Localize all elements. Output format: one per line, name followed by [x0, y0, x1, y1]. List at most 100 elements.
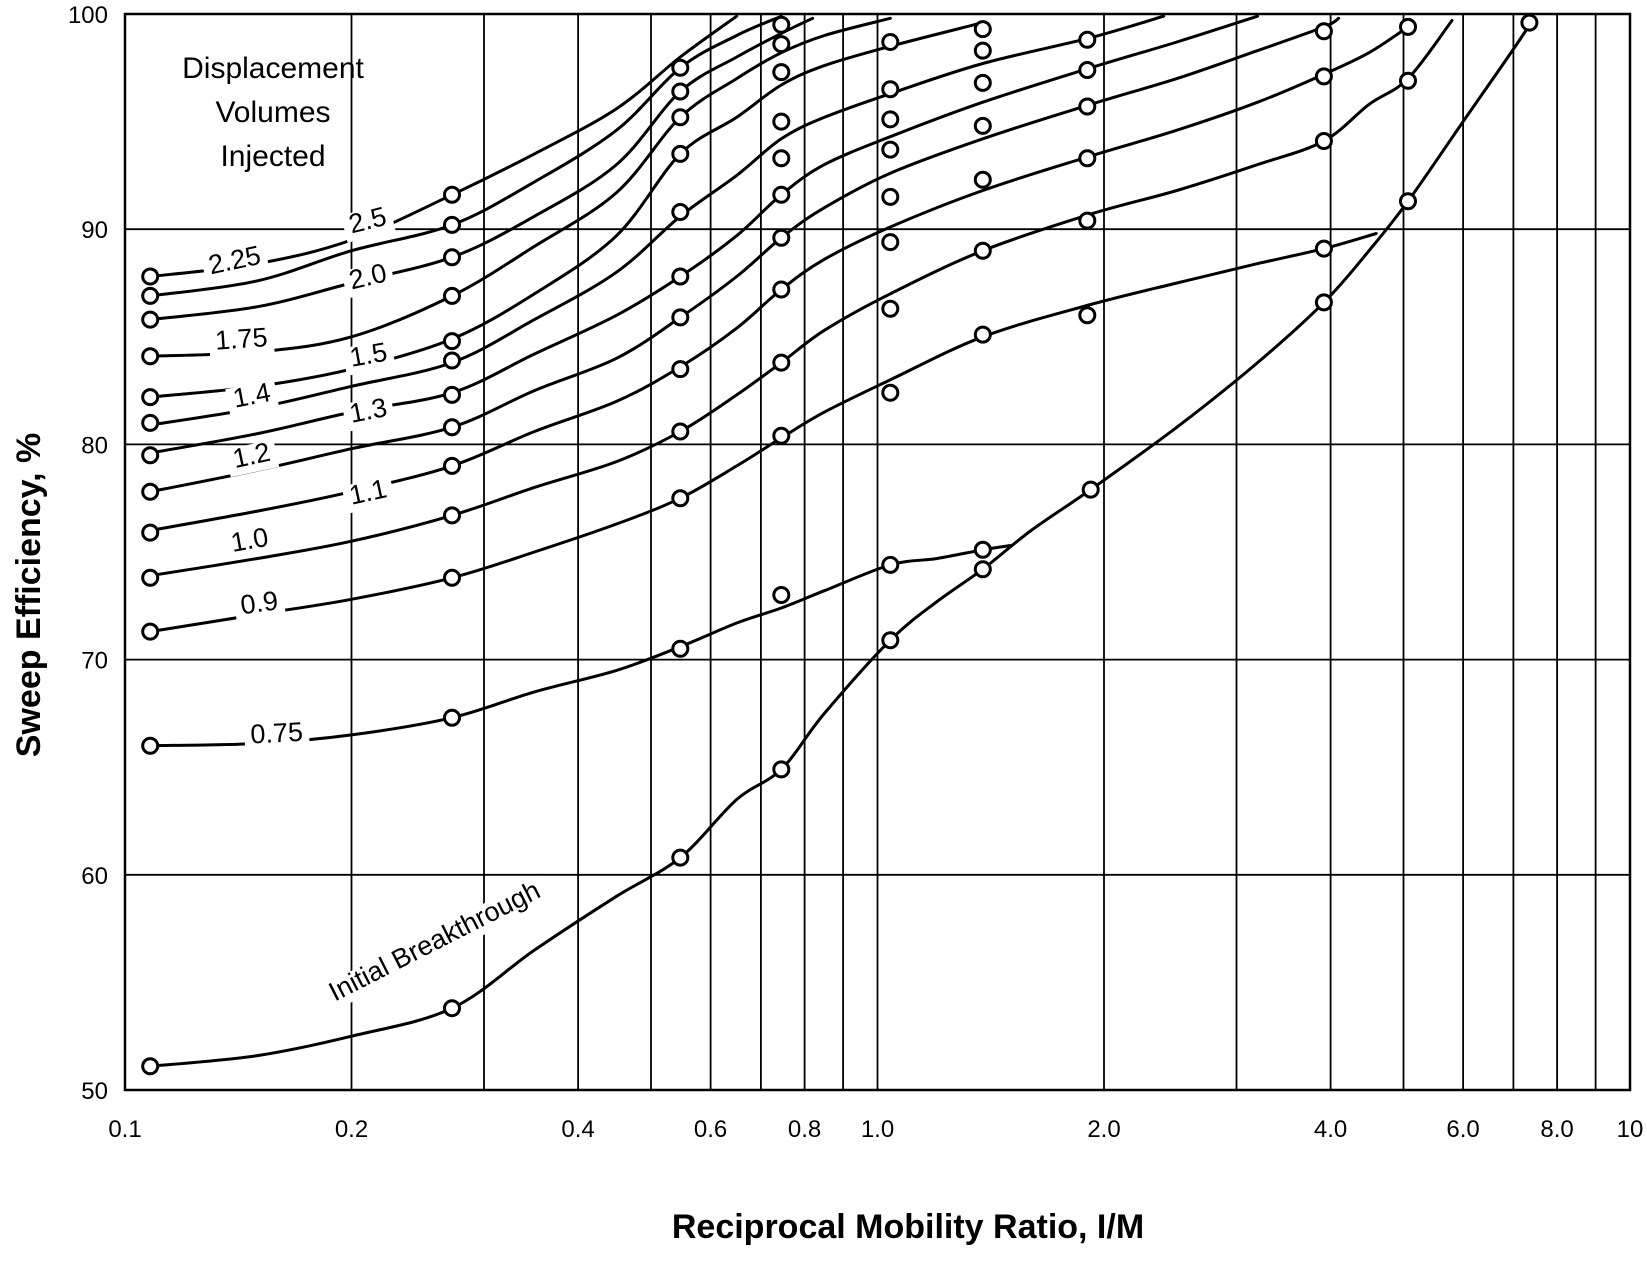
data-points	[141, 13, 1539, 1076]
curve-label-2-5: 2.5	[340, 201, 396, 243]
data-point-0-75-1	[443, 708, 461, 727]
x-axis-label: Reciprocal Mobility Ratio, I/M	[672, 1208, 1144, 1246]
data-point-1-4-1	[443, 351, 461, 370]
chart-title-line-1: Displacement	[182, 52, 364, 85]
data-point-1-0-2	[671, 422, 690, 441]
data-point-1-2-2	[671, 308, 690, 327]
data-point-0-9-2	[671, 489, 690, 508]
data-point-2-0-3	[772, 35, 791, 54]
data-point-1-0-6	[1078, 211, 1097, 230]
data-point-initial-breakthrough-7	[1314, 293, 1333, 312]
data-point-1-75-1	[443, 286, 461, 305]
data-point-1-0-7	[1314, 132, 1333, 150]
data-point-1-1-3	[772, 280, 791, 299]
data-point-0-9-1	[443, 568, 461, 587]
data-point-0-9-7	[1314, 239, 1333, 258]
x-tick-label-9: 8.0	[1540, 1116, 1573, 1143]
plot-frame	[123, 12, 1632, 1092]
x-tick-label-6: 2.0	[1087, 1116, 1120, 1143]
data-point-0-9-4	[881, 383, 900, 402]
curve-label-bg-1-1	[341, 476, 396, 514]
data-point-1-2-6	[1078, 97, 1097, 116]
curve-label-bg-initial-breakthrough	[320, 875, 552, 1012]
data-point-1-1-6	[1078, 149, 1097, 168]
data-point-1-2-7	[1314, 22, 1333, 41]
data-point-1-1-8	[1399, 17, 1417, 36]
curve-label-1-5: 1.5	[342, 337, 396, 376]
data-point-1-1-1	[443, 456, 461, 475]
x-tick-label-5: 1.0	[861, 1116, 894, 1143]
curve-label-1-0: 1.0	[223, 522, 277, 561]
data-point-0-75-4	[881, 555, 900, 574]
curve-label-bg-2-0	[341, 260, 396, 299]
y-tick-label-2: 70	[81, 648, 108, 675]
tick-labels: 0.1 0.2 0.4 0.6 0.8 1.0 2.0 4.0 6.0 8.0 10 50 60 70 80…	[68, 2, 1643, 1143]
y-axis-label: Sweep Efficiency, %	[10, 433, 48, 757]
series-line-1-2	[148, 16, 1341, 494]
curve-label-bg-1-0	[223, 524, 277, 561]
x-tick-label-0: 0.1	[108, 1116, 141, 1143]
x-tick-label-10: 10	[1617, 1116, 1644, 1143]
data-point-1-5-5	[973, 20, 992, 39]
data-point-1-3-5	[973, 73, 992, 92]
curve-label-text-1-0: 1.0	[228, 522, 270, 558]
curve-label-1-2: 1.2	[224, 437, 280, 478]
data-point-1-0-0	[141, 568, 160, 587]
x-tick-label-3: 0.6	[694, 1116, 727, 1143]
data-point-1-0-3	[772, 353, 791, 372]
data-point-1-75-2	[671, 108, 690, 127]
data-point-0-75-2	[671, 639, 690, 658]
data-point-1-5-4	[881, 80, 900, 99]
data-point-1-0-4	[881, 299, 900, 318]
series-line-1-1	[148, 25, 1410, 532]
curve-label-text-initial-breakthrough: Initial Breakthrough	[324, 875, 545, 1007]
data-point-1-5-0	[141, 388, 160, 407]
curve-label-0-75: 0.75	[243, 717, 310, 752]
curves	[148, 14, 1532, 1068]
curve-label-1-75: 1.75	[208, 322, 275, 359]
data-point-initial-breakthrough-4	[881, 631, 900, 650]
x-tick-label-7: 4.0	[1314, 1116, 1347, 1143]
data-point-1-2-3	[772, 228, 791, 247]
data-point-1-4-5	[973, 41, 992, 60]
series-line-initial-breakthrough	[148, 19, 1532, 1068]
series-line-0-75	[148, 544, 1012, 748]
curve-label-bg-2-5	[340, 203, 396, 243]
x-tick-label-8: 6.0	[1446, 1116, 1479, 1143]
curve-label-text-0-75: 0.75	[250, 717, 304, 750]
data-point-1-1-2	[671, 360, 690, 379]
series-line-2-0	[148, 16, 815, 322]
data-point-1-5-1	[443, 332, 461, 351]
curve-label-text-1-4: 1.4	[230, 377, 273, 414]
curve-label-bg-1-2	[224, 439, 280, 478]
curve-label-2-25: 2.25	[200, 240, 270, 284]
data-point-1-2-1	[443, 418, 461, 437]
data-point-1-1-4	[881, 233, 900, 252]
series-line-1-0	[148, 19, 1454, 578]
data-point-1-75-4	[881, 33, 900, 51]
data-point-0-9-3	[772, 426, 791, 445]
data-point-1-4-4	[881, 110, 900, 129]
curve-label-text-0-9: 0.9	[239, 585, 280, 620]
y-tick-label-3: 80	[81, 432, 108, 459]
y-tick-label-1: 60	[81, 863, 108, 890]
data-point-1-3-1	[443, 385, 461, 404]
data-point-1-4-0	[141, 413, 160, 432]
data-point-0-9-5	[973, 325, 992, 344]
chart-title-line-2: Volumes	[215, 96, 330, 129]
data-point-1-1-0	[141, 523, 160, 542]
curve-label-1-3: 1.3	[341, 392, 396, 432]
data-point-1-3-4	[881, 140, 900, 159]
data-point-1-0-1	[443, 506, 461, 525]
curve-label-bg-0-75	[243, 720, 310, 752]
curve-label-text-1-5: 1.5	[347, 337, 389, 373]
data-point-1-1-7	[1314, 67, 1333, 86]
data-point-1-4-2	[671, 203, 690, 221]
curve-label-1-1: 1.1	[341, 473, 396, 514]
curve-label-text-1-75: 1.75	[214, 322, 269, 356]
data-point-initial-breakthrough-1	[443, 999, 461, 1018]
data-point-initial-breakthrough-6	[1081, 480, 1100, 499]
data-point-2-0-1	[443, 248, 461, 267]
data-point-2-25-2	[671, 58, 690, 77]
data-point-1-5-3	[772, 112, 791, 131]
